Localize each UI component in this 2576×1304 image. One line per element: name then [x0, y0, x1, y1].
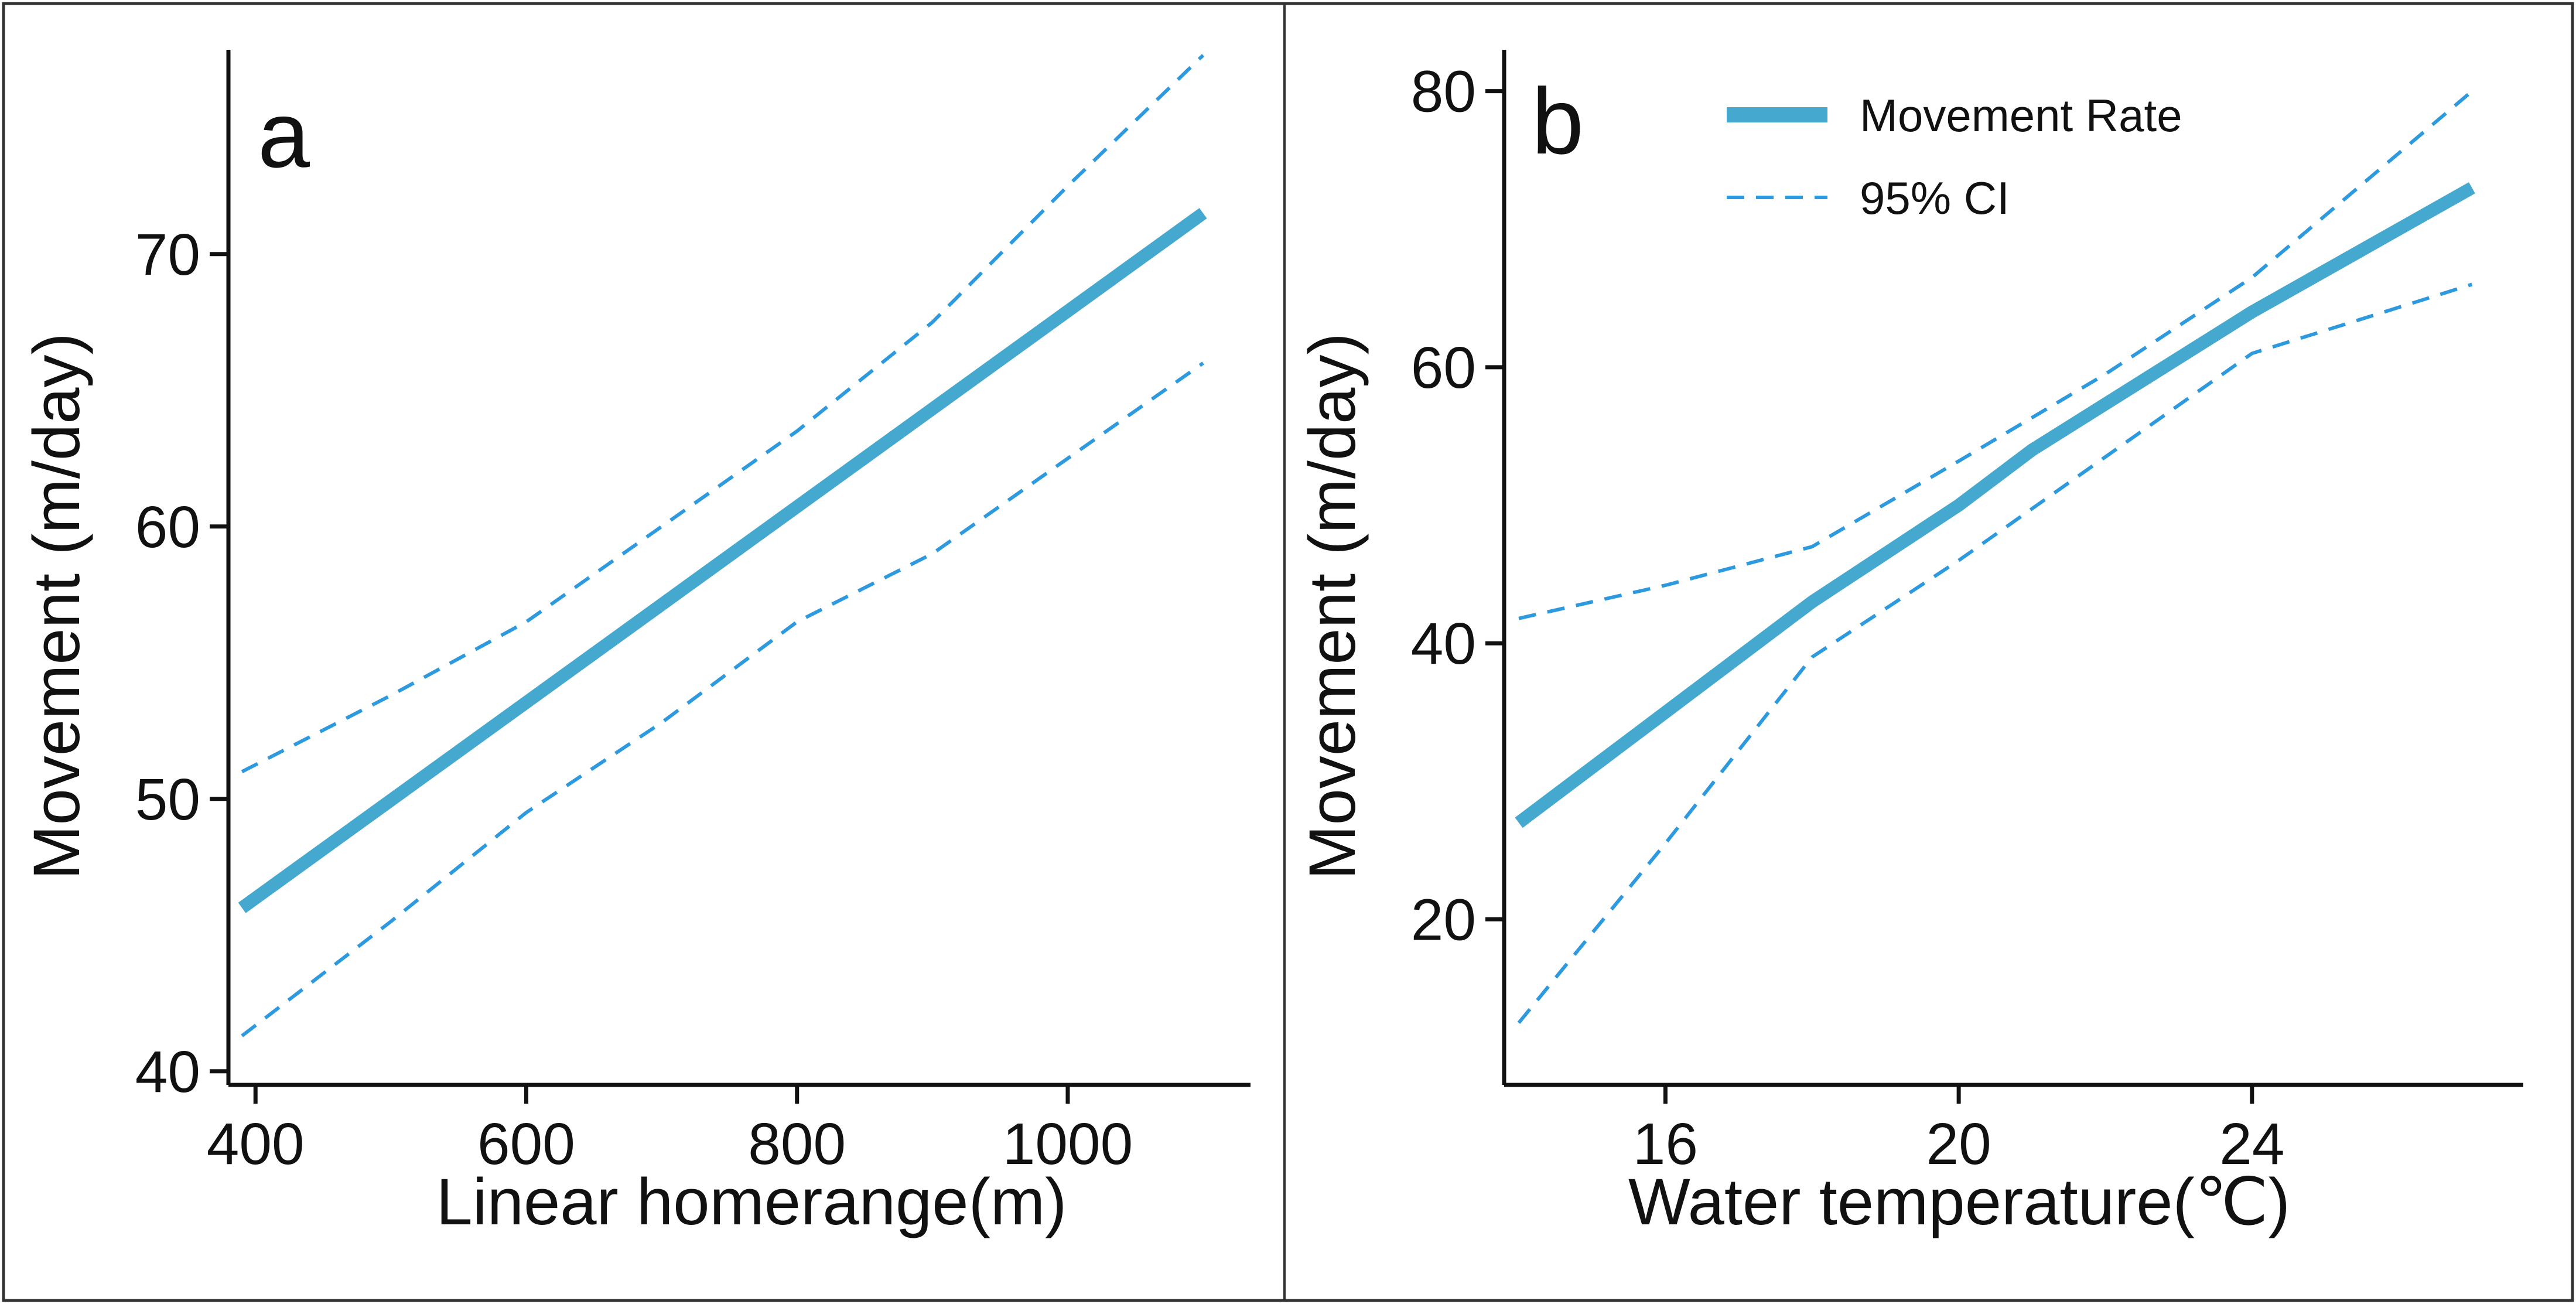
panel-b-95-ci-upper-line: [1518, 90, 2473, 620]
panel-a-y-axis-label: Movement (m/day): [20, 333, 93, 880]
panel-a-95-ci-lower-line: [241, 361, 1204, 1037]
panel-a-y-tick-label: 70: [135, 222, 200, 288]
panel-a-plot-marks: [238, 54, 1207, 1037]
legend: Movement Rate 95% CI: [1727, 90, 2182, 224]
panel-b-plot-marks: [1515, 90, 2475, 1024]
panel-a-movement-rate-line: [238, 208, 1207, 913]
panel-b-y-axis-label: Movement (m/day): [1296, 333, 1369, 880]
panel-a-x-axis-label: Linear homerange(m): [436, 1165, 1067, 1238]
panel-b-y-tick-label: 20: [1411, 887, 1476, 953]
panel-b-x-tick-label: 24: [2219, 1111, 2284, 1177]
panel-a-y-tick-label: 60: [135, 494, 200, 560]
panel-b: 16 20 24 20 40 60 80 b Water temperature(℃) Mo…: [1296, 50, 2523, 1238]
legend-movement-rate-label: Movement Rate: [1860, 90, 2182, 141]
legend-ci-label: 95% CI: [1860, 172, 2010, 224]
panel-b-x-tick-label: 20: [1926, 1111, 1991, 1177]
panel-a-x-tick-label: 400: [207, 1111, 305, 1177]
panel-b-x-axis-label: Water temperature(℃): [1628, 1165, 2290, 1238]
panel-b-movement-rate-line: [1515, 182, 2475, 828]
panel-a-95-ci-upper-line: [241, 54, 1205, 773]
panel-b-letter: b: [1532, 69, 1584, 173]
panel-b-y-tick-label: 80: [1411, 59, 1476, 125]
panel-b-x-tick-label: 16: [1633, 1111, 1698, 1177]
panel-a-axes: 400 600 800 1000 40 50 60 70: [135, 50, 1251, 1177]
panel-b-axes: 16 20 24 20 40 60 80: [1411, 50, 2523, 1177]
panel-a: 400 600 800 1000 40 50 60 70 a Linear homerange…: [20, 50, 1251, 1238]
panel-a-x-tick-label: 800: [748, 1111, 846, 1177]
panel-a-x-tick-label: 1000: [1003, 1111, 1133, 1177]
panel-a-y-tick-label: 50: [135, 767, 200, 832]
panel-a-x-tick-label: 600: [477, 1111, 575, 1177]
panel-b-y-tick-label: 40: [1411, 611, 1476, 677]
panel-a-letter: a: [258, 82, 310, 187]
panel-b-95-ci-lower-line: [1517, 282, 2473, 1024]
panel-a-y-tick-label: 40: [135, 1039, 200, 1105]
panel-b-y-tick-label: 60: [1411, 335, 1476, 401]
